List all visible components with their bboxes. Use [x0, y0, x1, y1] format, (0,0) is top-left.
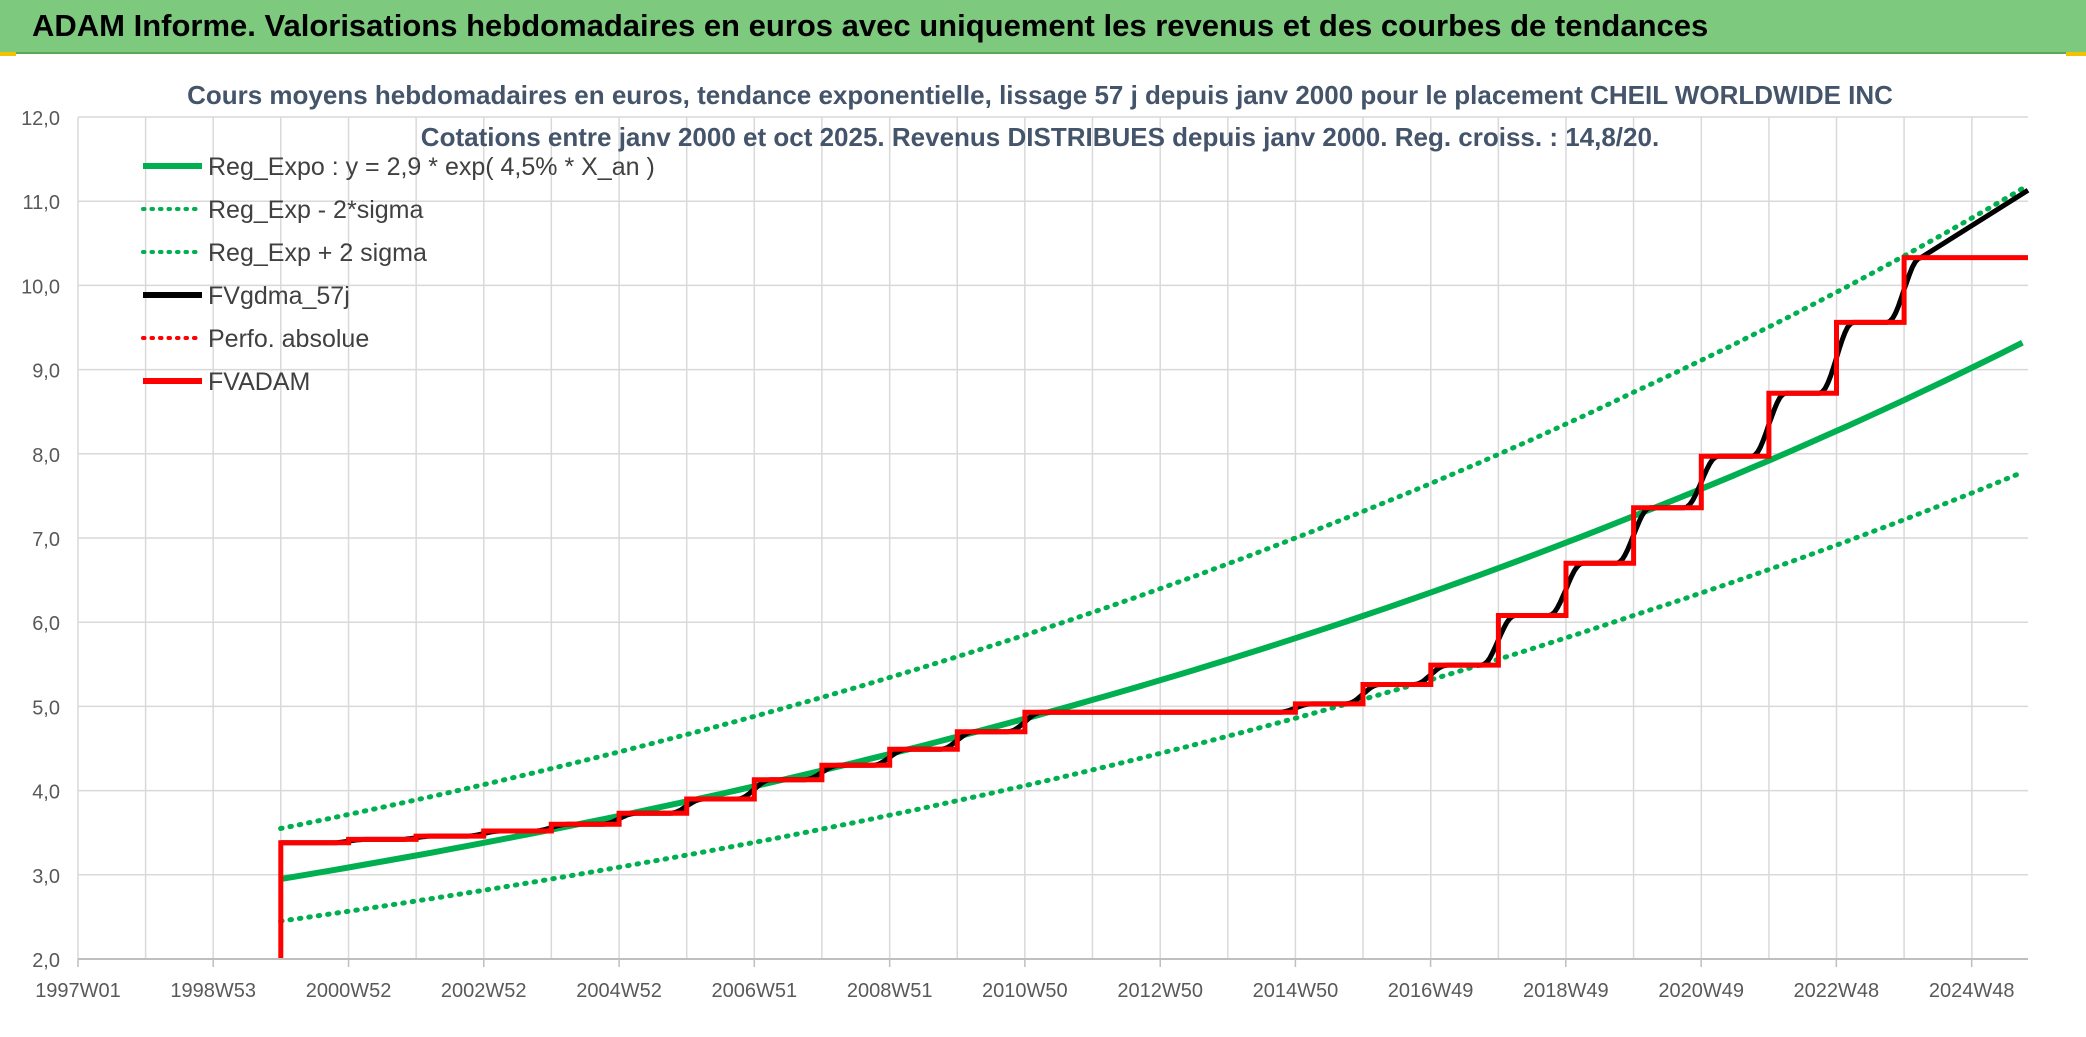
grid-layer [77, 116, 2028, 960]
x-tick-label: 2014W50 [1253, 980, 1339, 1002]
x-tick-label: 2008W51 [847, 980, 933, 1002]
chart-background [0, 56, 2086, 1037]
x-tick-label: 2000W52 [306, 980, 392, 1002]
x-tick-label: 2010W50 [982, 980, 1068, 1002]
y-tick-label: 3,0 [32, 866, 60, 888]
legend: Reg_Expo : y = 2,9 * exp( 4,5% * X_an ) R… [141, 153, 655, 396]
y-tick-label: 2,0 [32, 950, 60, 972]
series-line-dotted [278, 186, 2025, 831]
chart-svg: 2,0 3,0 4,0 5,0 6,0 7,0 8,0 9,0 10,0 11,0 12,0 1997… [0, 56, 2086, 1037]
x-tick-label: 2022W48 [1794, 980, 1880, 1002]
x-tick-label: 2016W49 [1388, 980, 1474, 1002]
series-line-fvadam [278, 255, 2028, 959]
y-tick-label: 8,0 [32, 445, 60, 467]
report-title: ADAM Informe. Valorisations hebdomadaire… [32, 8, 1709, 43]
y-tick-label: 9,0 [32, 361, 60, 383]
x-tick-label: 2002W52 [441, 980, 527, 1002]
legend-label: Reg_Expo : y = 2,9 * exp( 4,5% * X_an ) [208, 153, 655, 181]
legend-label: FVgdma_57j [208, 282, 350, 310]
x-tick-label: 2024W48 [1929, 980, 2015, 1002]
y-tick-label: 7,0 [32, 529, 60, 551]
x-tick-label: 2004W52 [576, 980, 662, 1002]
axis-layer: 2,0 3,0 4,0 5,0 6,0 7,0 8,0 9,0 10,0 11,0 12,0 1997… [21, 108, 2028, 1002]
x-tick-label: 1997W01 [35, 980, 121, 1002]
y-tick-label: 10,0 [21, 276, 60, 298]
series-layer [278, 186, 2030, 959]
y-tick-label: 4,0 [32, 782, 60, 804]
corner-marker-right [2066, 52, 2086, 58]
x-tick-label: 2006W51 [711, 980, 797, 1002]
chart-subtitle: Cotations entre janv 2000 et oct 2025. R… [421, 122, 1659, 152]
chart-title: Cours moyens hebdomadaires en euros, ten… [187, 80, 1893, 110]
y-tick-label: 12,0 [21, 108, 60, 130]
x-tick-label: 2012W50 [1117, 980, 1203, 1002]
corner-marker-left [0, 52, 16, 58]
report-header: ADAM Informe. Valorisations hebdomadaire… [0, 0, 2086, 54]
legend-label: FVADAM [208, 368, 310, 396]
y-tick-label: 5,0 [32, 697, 60, 719]
y-tick-label: 6,0 [32, 613, 60, 635]
legend-label: Reg_Exp - 2*sigma [208, 196, 423, 224]
y-tick-label: 11,0 [23, 192, 60, 214]
x-tick-label: 1998W53 [170, 980, 256, 1002]
x-tick-label: 2018W49 [1523, 980, 1609, 1002]
x-tick-label: 2020W49 [1658, 980, 1744, 1002]
legend-label: Reg_Exp + 2 sigma [208, 239, 427, 267]
series-line-dotted [278, 469, 2025, 924]
legend-label: Perfo. absolue [208, 325, 369, 353]
chart-area: 2,0 3,0 4,0 5,0 6,0 7,0 8,0 9,0 10,0 11,0 12,0 1997… [0, 56, 2086, 1037]
